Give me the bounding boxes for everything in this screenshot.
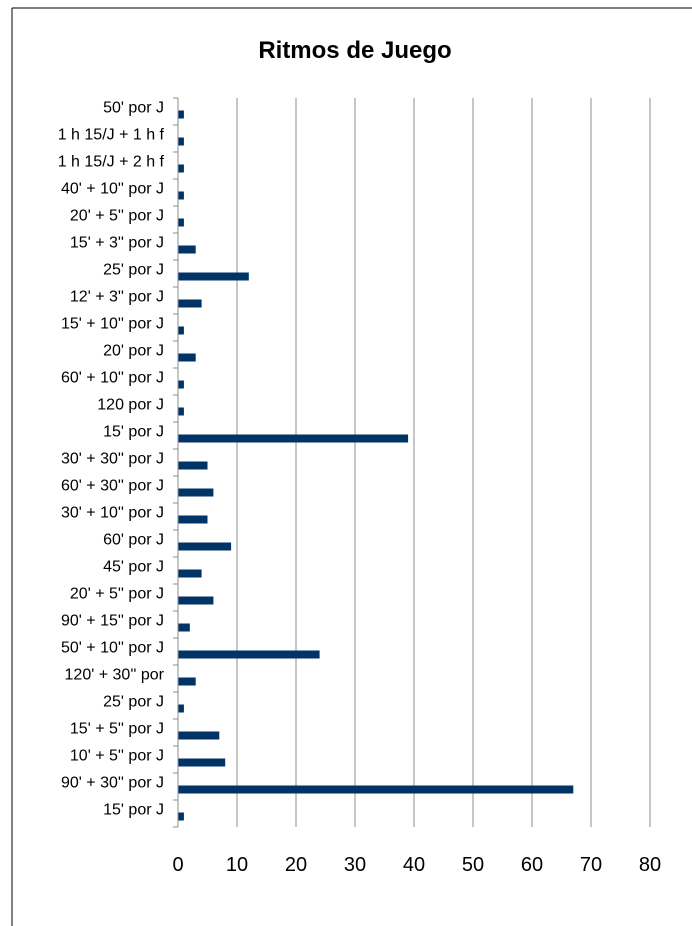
bar [178,543,231,551]
bar [178,705,184,713]
bar [178,111,184,119]
bar [178,138,184,146]
bar [178,354,196,362]
bar [178,651,320,659]
category-label: 12' + 3'' por J [70,289,164,306]
category-label: 15' por J [103,424,164,441]
category-label: 45' por J [103,559,164,576]
category-label: 20' + 5'' por J [70,208,164,225]
category-label: 10' + 5'' por J [70,748,164,765]
bar [178,489,213,497]
category-label: 60' por J [103,532,164,549]
x-tick-label: 40 [403,854,425,876]
x-tick-label: 80 [639,854,661,876]
category-label: 1 h 15/J + 2 h f [58,154,165,171]
category-label: 15' + 3'' por J [70,235,164,252]
bar [178,597,213,605]
bar [178,246,196,254]
category-label: 60' + 10'' por J [61,370,164,387]
bar [178,570,202,578]
x-tick-label: 10 [226,854,248,876]
category-label: 30' + 30'' por J [61,451,164,468]
category-label: 25' por J [103,262,164,279]
bar [178,408,184,416]
bar [178,759,225,767]
bar [178,678,196,686]
axes [173,98,178,827]
category-label: 15' por J [103,802,164,819]
bar [178,516,208,524]
bar [178,786,573,794]
bar [178,300,202,308]
bar [178,219,184,227]
x-tick-label: 50 [462,854,484,876]
category-label: 15' + 5'' por J [70,721,164,738]
bar [178,435,408,443]
bar [178,381,184,389]
category-label: 50' por J [103,100,164,117]
category-label: 90' + 15'' por J [61,613,164,630]
bar [178,327,184,335]
bar [178,273,249,281]
x-tick-label: 30 [344,854,366,876]
category-label: 50' + 10'' por J [61,640,164,657]
x-tick-labels: 0 10 20 30 40 50 60 70 80 [172,854,661,876]
bar [178,462,208,470]
bar [178,165,184,173]
category-label: 120' + 30'' por [65,667,165,684]
category-label: 1 h 15/J + 1 h f [58,127,165,144]
category-label: 60' + 30'' por J [61,478,164,495]
bar [178,192,184,200]
x-tick-label: 60 [521,854,543,876]
category-label: 20' + 5'' por J [70,586,164,603]
category-label: 120 por J [97,397,164,414]
category-label: 40' + 10'' por J [61,181,164,198]
chart-title: Ritmos de Juego [258,37,451,64]
category-labels: 50' por J 1 h 15/J + 1 h f 1 h 15/J + 2 h … [58,100,165,819]
x-tick-label: 0 [172,854,183,876]
category-label: 90' + 30'' por J [61,775,164,792]
gridlines [237,98,650,827]
category-label: 25' por J [103,694,164,711]
category-label: 20' por J [103,343,164,360]
bar [178,732,219,740]
bar [178,624,190,632]
x-tick-label: 20 [285,854,307,876]
category-label: 30' + 10'' por J [61,505,164,522]
bar [178,813,184,821]
category-label: 15' + 10'' por J [61,316,164,333]
x-tick-label: 70 [580,854,602,876]
